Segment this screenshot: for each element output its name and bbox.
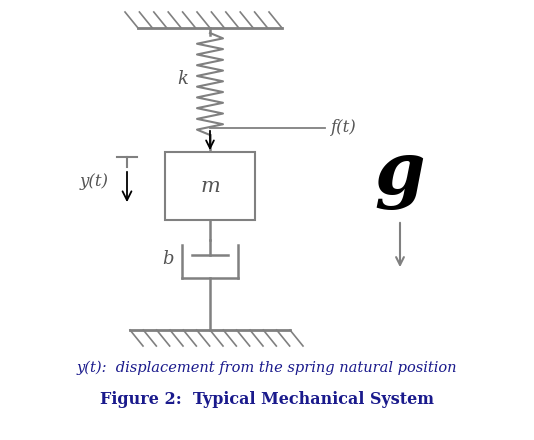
Text: g: g	[375, 139, 425, 210]
Text: b: b	[162, 250, 174, 268]
Text: y(t): y(t)	[80, 172, 109, 190]
Bar	[165, 152, 255, 220]
Text: k: k	[177, 70, 188, 88]
Text: Figure 2:  Typical Mechanical System: Figure 2: Typical Mechanical System	[100, 392, 434, 408]
Text: m: m	[200, 176, 220, 195]
Text: f(t): f(t)	[330, 120, 356, 136]
Text: y(t):  displacement from the spring natural position: y(t): displacement from the spring natur…	[77, 361, 457, 375]
